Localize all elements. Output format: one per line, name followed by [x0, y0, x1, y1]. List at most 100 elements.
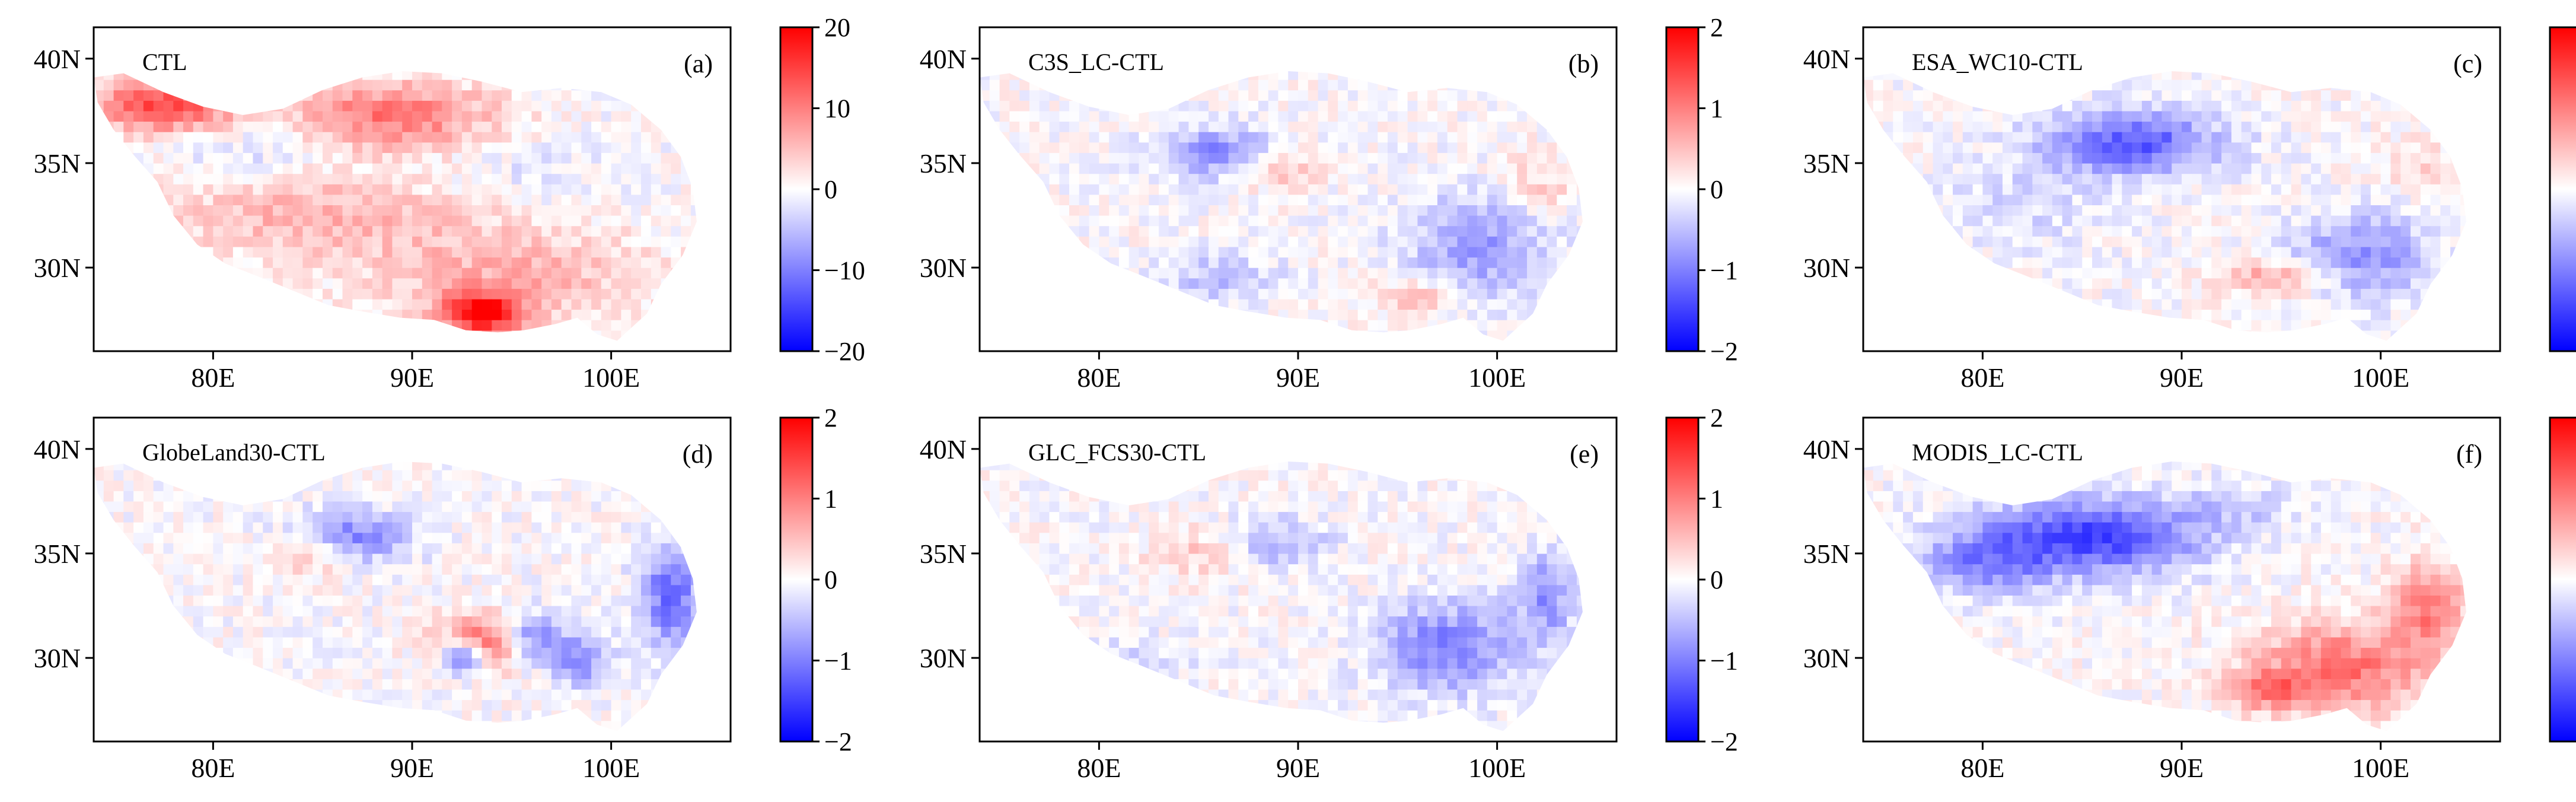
grid-cell — [521, 152, 532, 164]
grid-cell — [292, 100, 303, 112]
grid-cell — [2301, 100, 2312, 112]
grid-cell — [1378, 278, 1388, 289]
grid-cell — [323, 184, 333, 195]
grid-cell — [1268, 90, 1279, 101]
grid-cell — [1308, 278, 1319, 289]
grid-cell — [2261, 163, 2272, 174]
grid-cell — [2161, 71, 2172, 80]
grid-cell — [1288, 309, 1299, 320]
grid-cell — [1069, 205, 1080, 216]
grid-cell — [581, 246, 592, 258]
grid-cell — [2311, 288, 2322, 300]
grid-cell — [2182, 257, 2192, 268]
grid-cell — [1517, 236, 1528, 247]
grid-cell — [2330, 152, 2342, 164]
grid-cell — [362, 100, 373, 112]
grid-cell — [651, 163, 662, 174]
grid-cell — [2012, 246, 2023, 258]
grid-cell — [631, 278, 642, 289]
grid-cell — [492, 268, 502, 279]
grid-cell — [1218, 100, 1229, 112]
grid-cell — [2221, 90, 2232, 101]
grid-cell — [1378, 152, 1388, 164]
grid-cell — [611, 184, 621, 195]
grid-cell — [203, 194, 213, 205]
grid-cell — [302, 132, 313, 143]
grid-cell — [282, 132, 294, 143]
grid-cell — [2002, 236, 2013, 247]
grid-cell — [2361, 100, 2371, 112]
grid-cell — [2281, 110, 2292, 122]
grid-cell — [2052, 194, 2063, 205]
grid-cell — [2182, 152, 2192, 164]
grid-cell — [442, 173, 452, 184]
grid-cell — [561, 246, 572, 258]
grid-cell — [2211, 205, 2222, 216]
grid-cell — [1079, 121, 1090, 132]
grid-cell — [1427, 236, 1438, 247]
grid-cell — [2132, 288, 2143, 300]
grid-cell — [1367, 100, 1378, 112]
grid-cell — [452, 79, 463, 91]
grid-cell — [1118, 236, 1130, 247]
grid-cell — [2012, 225, 2023, 237]
grid-cell — [601, 309, 612, 320]
grid-cell — [332, 288, 343, 300]
grid-cell — [2122, 152, 2132, 164]
grid-cell — [2191, 100, 2202, 112]
grid-cell — [352, 246, 363, 258]
grid-cell — [183, 132, 194, 143]
grid-cell — [461, 163, 473, 174]
grid-cell — [461, 320, 473, 331]
grid-cell — [1953, 132, 1963, 143]
grid-cell — [2132, 246, 2143, 258]
grid-cell — [1198, 142, 1209, 153]
grid-cell — [611, 152, 621, 164]
grid-cell — [2361, 320, 2371, 331]
grid-cell — [372, 298, 383, 310]
grid-cell — [1378, 320, 1388, 331]
grid-cell — [581, 184, 592, 195]
grid-cell — [332, 173, 343, 184]
grid-cell — [1288, 100, 1299, 112]
grid-cell — [1258, 184, 1269, 195]
grid-cell — [432, 298, 442, 310]
grid-cell — [2012, 215, 2023, 227]
grid-cell — [1407, 132, 1418, 143]
grid-cell — [661, 257, 671, 268]
grid-cell — [1188, 278, 1199, 289]
grid-cell — [232, 142, 244, 153]
grid-cell — [1497, 278, 1507, 289]
grid-cell — [561, 100, 572, 112]
grid-cell — [1367, 320, 1378, 331]
grid-cell — [999, 110, 1010, 122]
grid-cell — [432, 173, 442, 184]
grid-cell — [2062, 236, 2073, 247]
grid-cell — [1497, 225, 1507, 237]
grid-cell — [1049, 184, 1060, 195]
grid-cell — [1128, 225, 1140, 237]
grid-cell — [183, 110, 194, 122]
grid-cell — [1397, 173, 1408, 184]
grid-cell — [2281, 142, 2292, 153]
grid-cell — [2291, 184, 2301, 195]
grid-cell — [213, 132, 224, 143]
grid-cell — [223, 225, 234, 237]
grid-cell — [1149, 184, 1159, 195]
grid-cell — [1258, 288, 1269, 300]
grid-cell — [392, 100, 403, 112]
grid-cell — [1298, 173, 1309, 184]
grid-cell — [223, 152, 234, 164]
grid-cell — [402, 100, 413, 112]
grid-cell — [382, 163, 393, 174]
grid-cell — [1557, 215, 1567, 227]
grid-cell — [2082, 132, 2093, 143]
grid-cell — [1407, 110, 1418, 122]
grid-cell — [2251, 132, 2262, 143]
grid-cell — [1228, 152, 1239, 164]
grid-cell — [1497, 298, 1507, 310]
grid-cell — [1308, 132, 1319, 143]
grid-cell — [621, 194, 632, 205]
grid-cell — [203, 121, 213, 132]
grid-cell — [1318, 215, 1328, 227]
